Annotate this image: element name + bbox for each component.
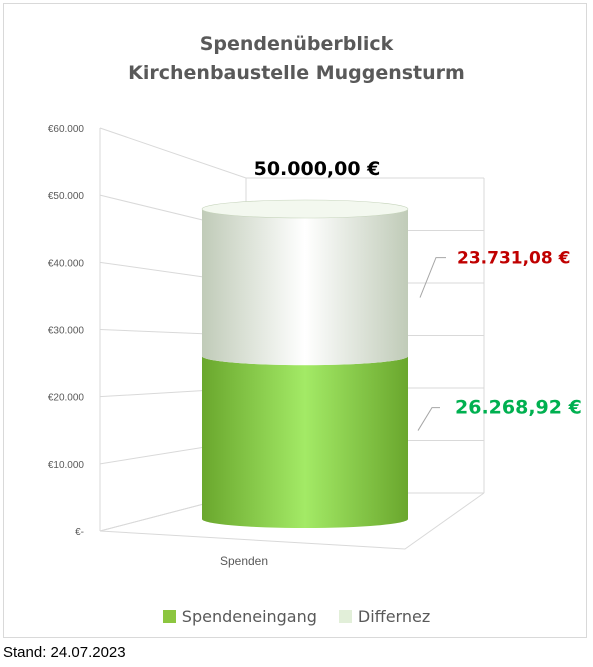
x-category-label: Spenden [220,554,268,568]
y-tick-label: €50.000 [48,191,85,202]
chart-title: Spendenüberblick [199,33,394,55]
bar-segment-differnez [202,209,408,366]
bar-top-cap [201,199,409,219]
y-tick-label: €60.000 [48,124,85,135]
bar-segment-spendeneingang [202,356,408,528]
legend-swatch-differnez [338,610,352,623]
y-tick-label: €30.000 [48,326,85,337]
legend-label-spendeneingang: Spendeneingang [181,607,317,626]
leader-line-received [417,407,440,431]
leader-line-difference [419,257,446,298]
data-label-total: 50.000,00 € [254,158,381,180]
y-tick-label: €20.000 [48,393,85,404]
y-tick-label: €40.000 [48,258,85,269]
y-tick-label: €10.000 [48,460,85,471]
legend-swatch-spendeneingang [162,610,176,623]
chart-subtitle: Kirchenbaustelle Muggensturm [128,62,465,84]
chart-legend: Spendeneingang Differnez [0,607,593,626]
data-label-difference: 23.731,08 € [457,249,570,269]
legend-item-spendeneingang: Spendeneingang [162,607,317,626]
y-tick-label: €- [75,527,84,538]
data-label-received: 26.268,92 € [455,397,582,419]
footer-date: Stand: 24.07.2023 [3,644,126,661]
legend-label-differnez: Differnez [357,607,431,626]
legend-item-differnez: Differnez [338,607,431,626]
